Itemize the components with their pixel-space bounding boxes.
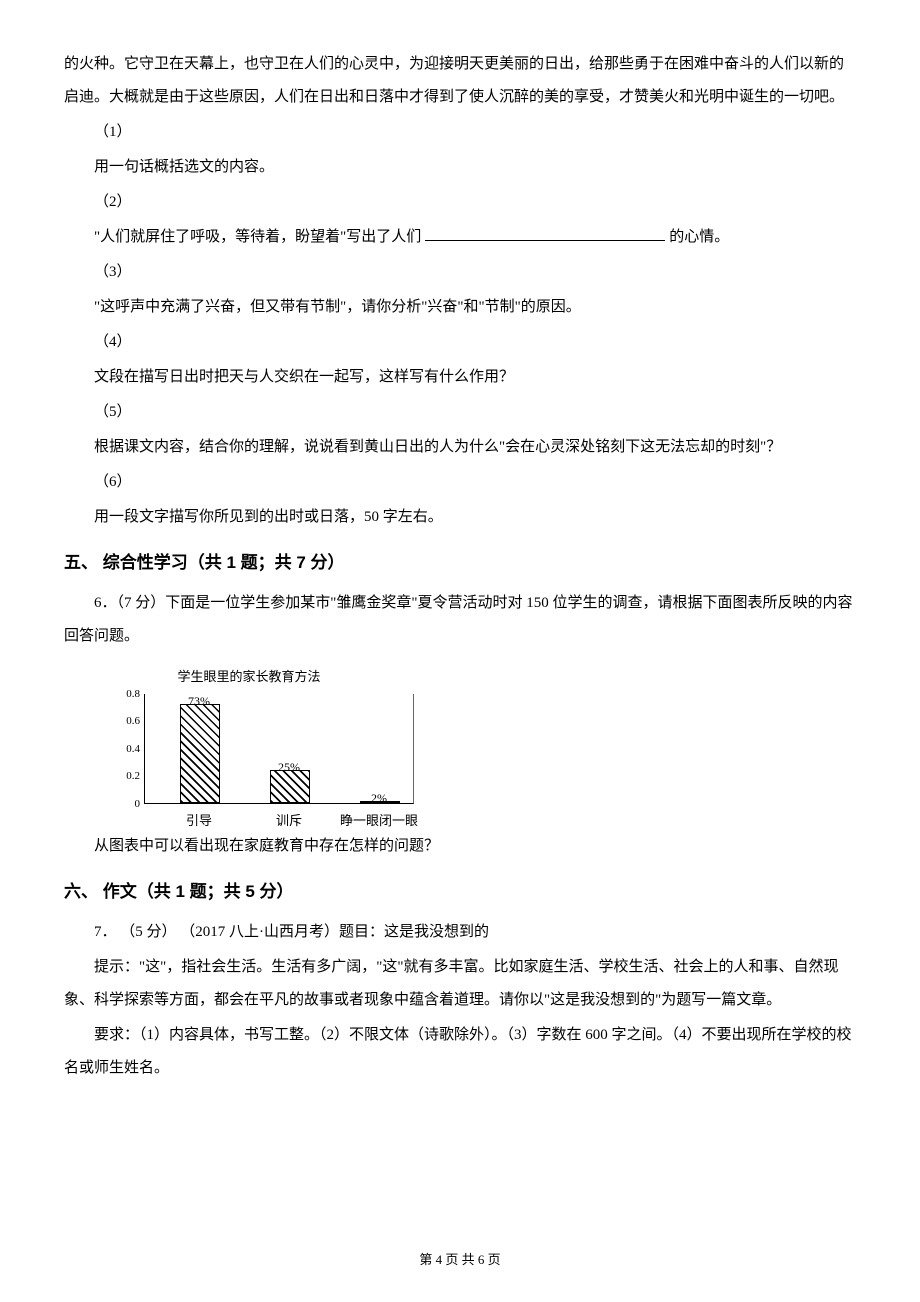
question-2-text: "人们就屏住了呼吸，等待着，盼望着"写出了人们 的心情。 <box>64 221 856 254</box>
chart-bar-label: 25% <box>278 754 300 780</box>
section-6-q7-hint: 提示："这"，指社会生活。生活有多广阔，"这"就有多丰富。比如家庭生活、学校生活… <box>64 951 856 1017</box>
chart-bar-label: 73% <box>188 688 210 714</box>
question-4-number: （4） <box>64 326 856 359</box>
section-5-q6-tail: 从图表中可以看出现在家庭教育中存在怎样的问题？ <box>64 830 856 863</box>
survey-chart: 学生眼里的家长教育方法 00.20.40.60.873%引导25%训斥2%睁一眼… <box>114 663 856 824</box>
passage-paragraph: 的火种。它守卫在天幕上，也守卫在人们的心灵中，为迎接明天更美丽的日出，给那些勇于… <box>64 48 856 114</box>
question-5-text: 根据课文内容，结合你的理解，说说看到黄山日出的人为什么"会在心灵深处铭刻下这无法… <box>64 431 856 464</box>
question-2-number: （2） <box>64 186 856 219</box>
chart-xtick: 引导 <box>186 807 212 836</box>
fill-blank[interactable] <box>425 240 665 241</box>
question-6-number: （6） <box>64 466 856 499</box>
section-5-heading: 五、 综合性学习（共 1 题；共 7 分） <box>64 544 856 581</box>
question-1-text: 用一句话概括选文的内容。 <box>64 151 856 184</box>
chart-ytick: 0.4 <box>114 737 140 761</box>
chart-ytick: 0.6 <box>114 709 140 733</box>
question-6-text: 用一段文字描写你所见到的出时或日落，50 字左右。 <box>64 501 856 534</box>
question-3-text: "这呼声中充满了兴奋，但又带有节制"，请你分析"兴奋"和"节制"的原因。 <box>64 291 856 324</box>
section-5-q6-intro: 6．（7 分）下面是一位学生参加某市"雏鹰金奖章"夏令营活动时对 150 位学生… <box>64 587 856 653</box>
question-2-text-a: "人们就屏住了呼吸，等待着，盼望着"写出了人们 <box>94 229 421 245</box>
chart-title: 学生眼里的家长教育方法 <box>114 663 384 692</box>
section-6-q7-line: 7． （5 分） （2017 八上·山西月考）题目：这是我没想到的 <box>64 916 856 949</box>
chart-ytick: 0 <box>114 792 140 816</box>
section-6-heading: 六、 作文（共 1 题；共 5 分） <box>64 873 856 910</box>
question-1-number: （1） <box>64 116 856 149</box>
question-3-number: （3） <box>64 256 856 289</box>
page-footer: 第 4 页 共 6 页 <box>0 1249 920 1268</box>
question-5-number: （5） <box>64 396 856 429</box>
section-6-q7-req: 要求：（1）内容具体，书写工整。（2）不限文体（诗歌除外）。（3）字数在 600… <box>64 1019 856 1085</box>
chart-ytick: 0.2 <box>114 764 140 788</box>
chart-ytick: 0.8 <box>114 682 140 706</box>
chart-xtick: 睁一眼闭一眼 <box>340 807 418 836</box>
chart-xtick: 训斥 <box>276 807 302 836</box>
chart-bar <box>180 704 220 803</box>
question-2-text-b: 的心情。 <box>669 229 729 245</box>
question-4-text: 文段在描写日出时把天与人交织在一起写，这样写有什么作用？ <box>64 361 856 394</box>
